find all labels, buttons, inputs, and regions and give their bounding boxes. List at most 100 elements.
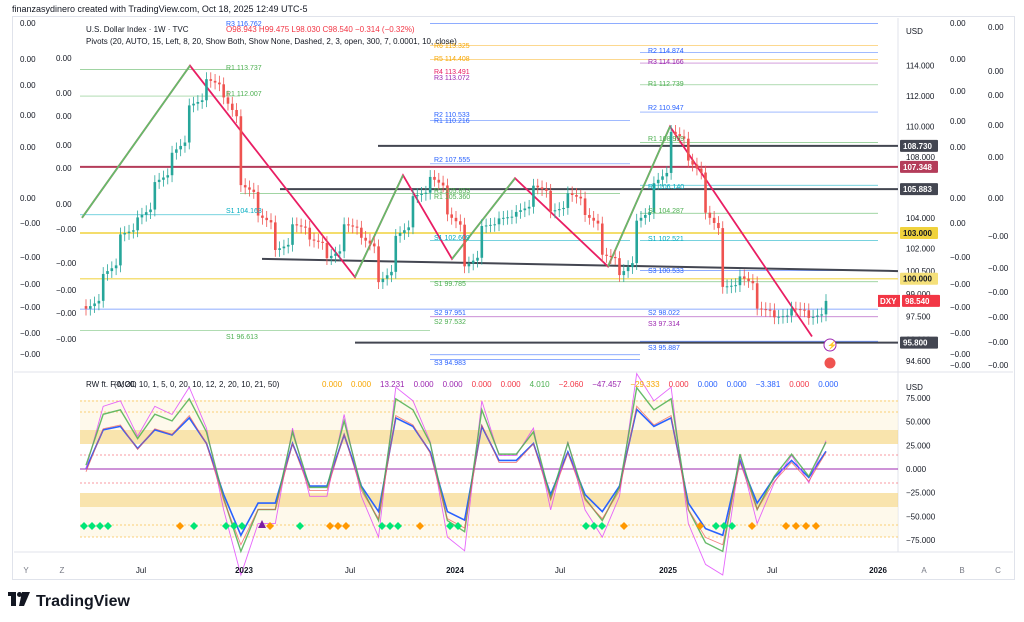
osc-value: −2.060 <box>559 380 584 389</box>
candle-body <box>811 316 815 318</box>
candle-body <box>291 224 294 245</box>
price-axis-label: 104.000 <box>906 214 935 223</box>
right-value: −0.00 <box>950 361 971 370</box>
price-tag-label: 100.000 <box>903 275 932 284</box>
osc-diamond-marker <box>416 522 424 530</box>
candle-body <box>768 309 772 311</box>
candle-body <box>755 283 759 309</box>
candle-body <box>609 255 613 258</box>
candle-body <box>730 285 733 287</box>
osc-value: 0.000 <box>414 380 435 389</box>
right-value: −0.00 <box>950 350 971 359</box>
osc-value: −3.381 <box>756 380 781 389</box>
pivot-label: S3 100.533 <box>648 268 684 275</box>
candle-body <box>166 175 170 178</box>
osc-value: −47.457 <box>592 380 622 389</box>
candle-body <box>691 160 694 165</box>
candle-body <box>824 300 828 315</box>
candle-body <box>441 182 445 186</box>
osc-diamond-marker <box>696 522 704 530</box>
candle-body <box>519 210 522 212</box>
osc-diamond-marker <box>590 522 598 530</box>
candle-body <box>230 103 234 110</box>
candle-body <box>493 224 497 226</box>
osc-diamond-marker <box>326 522 334 530</box>
chart-canvas[interactable]: 114.000112.000110.000108.000106.000104.0… <box>0 0 1024 580</box>
osc-settings: (0, 20, 10, 1, 5, 0, 20, 10, 12, 2, 20, … <box>114 380 280 389</box>
osc-currency[interactable]: USD <box>906 383 923 392</box>
pivot-label: S1 99.785 <box>434 281 466 288</box>
pivot-label: R2 110.533 <box>434 112 470 119</box>
right-value: 0.00 <box>988 121 1004 130</box>
candle-body <box>398 233 402 236</box>
time-axis-label: 2023 <box>235 566 253 575</box>
pivot-label: R1 112.007 <box>226 91 262 98</box>
osc-upper-band <box>80 430 898 444</box>
candle-body <box>317 240 320 242</box>
candle-body <box>235 109 238 117</box>
osc-axis-label: −50.000 <box>906 512 936 521</box>
osc-axis-label: 0.000 <box>906 465 927 474</box>
candle-body <box>502 217 505 219</box>
time-axis-label: 2024 <box>446 566 464 575</box>
price-axis-label: 114.000 <box>906 62 935 71</box>
candle-body <box>175 149 178 153</box>
left-value: −0.00 <box>56 286 77 295</box>
candle-body <box>407 227 410 231</box>
right-value: 0.00 <box>950 143 966 152</box>
price-tag-label: 105.883 <box>903 185 932 194</box>
candle-body <box>480 226 484 258</box>
candle-body <box>644 214 647 218</box>
pivot-label: R3 114.166 <box>648 59 684 66</box>
time-axis-label: Jul <box>555 566 565 575</box>
osc-diamond-marker <box>222 522 230 530</box>
left-value: 0.00 <box>56 141 72 150</box>
pivot-label: S2 97.532 <box>434 319 466 326</box>
zigzag-up-line <box>451 177 516 260</box>
pivot-label: S1 102.609 <box>434 235 470 242</box>
price-currency[interactable]: USD <box>906 27 923 36</box>
right-value: 0.00 <box>988 23 1004 32</box>
candle-body <box>304 226 307 228</box>
osc-diamond-marker <box>748 522 756 530</box>
candle-body <box>218 82 221 85</box>
osc-value: 0.000 <box>669 380 690 389</box>
lightning-icon[interactable] <box>823 338 837 352</box>
candle-body <box>570 193 574 195</box>
candle-body <box>192 103 195 106</box>
pivot-label: S1 102.521 <box>648 236 684 243</box>
left-value: 0.00 <box>56 89 72 98</box>
candle-body <box>803 309 806 311</box>
tradingview-brand[interactable]: TradingView <box>8 592 130 611</box>
us-flag-icon[interactable] <box>823 356 837 370</box>
pivot-label: S3 95.887 <box>648 345 680 352</box>
candle-body <box>613 257 617 259</box>
osc-diamond-marker <box>720 522 728 530</box>
price-tag-label: 108.730 <box>903 142 932 151</box>
pivot-label: R1 106.140 <box>648 184 684 191</box>
candle-body <box>342 224 346 252</box>
osc-axis-label: 25.000 <box>906 441 931 450</box>
osc-diamond-marker <box>104 522 112 530</box>
left-value: −0.00 <box>56 309 77 318</box>
candle-body <box>372 243 376 247</box>
price-axis-label: 102.000 <box>906 244 935 253</box>
price-pane[interactable] <box>80 18 898 372</box>
right-value: −0.00 <box>988 361 1009 370</box>
osc-diamond-marker <box>802 522 810 530</box>
candle-body <box>424 192 428 194</box>
candle-body <box>321 241 324 243</box>
candle-body <box>153 182 157 210</box>
candle-body <box>183 142 187 146</box>
pivot-label: S3 94.983 <box>434 360 466 367</box>
pivot-label: R3 116.762 <box>226 21 262 28</box>
candle-body <box>669 131 673 173</box>
candle-body <box>243 185 247 188</box>
candle-body <box>89 306 92 309</box>
right-value: 0.00 <box>950 19 966 28</box>
candle-body <box>278 248 281 250</box>
candle-body <box>790 308 793 316</box>
candle-body <box>704 172 707 213</box>
candle-body <box>820 314 823 316</box>
time-axis-label: Jul <box>136 566 146 575</box>
